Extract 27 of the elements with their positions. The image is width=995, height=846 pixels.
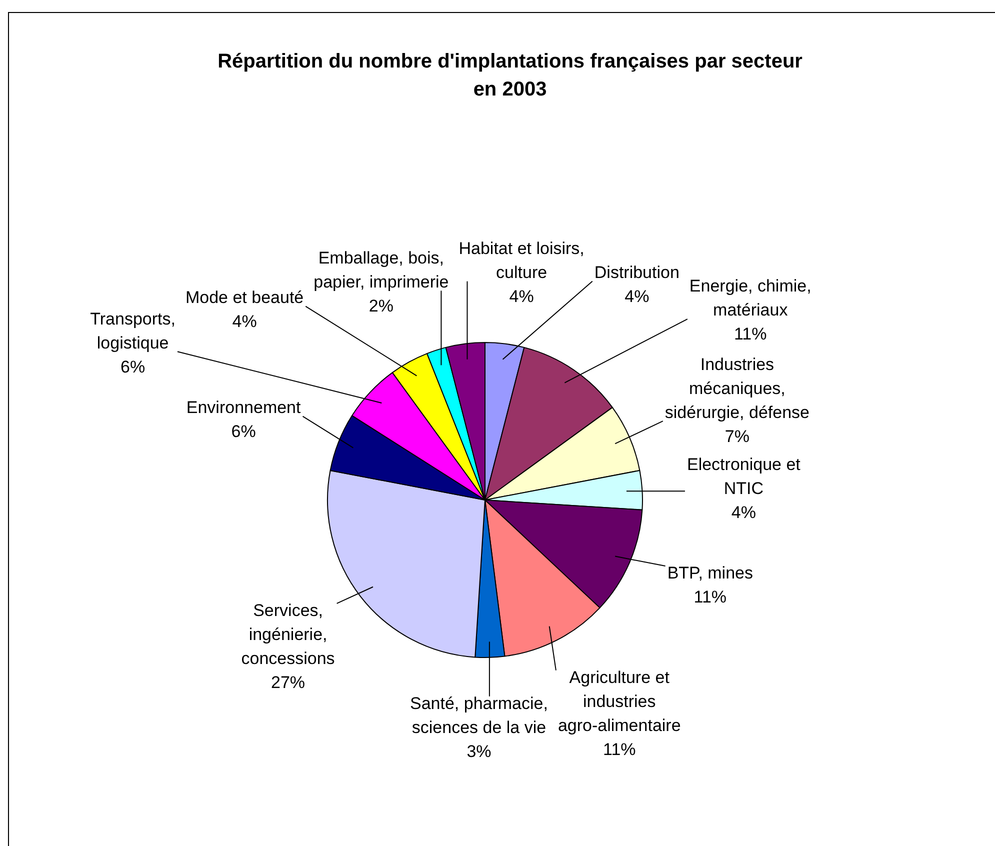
slice-label: BTP, mines (667, 564, 753, 583)
chart-title: Répartition du nombre d'implantations françaises par secteur en 2003 (218, 50, 803, 101)
slice-label: Distribution (594, 262, 680, 282)
slice-label: Industries mécaniques, sidérurgie, défense (664, 354, 810, 422)
data-label: 7% (724, 426, 750, 446)
slice-label: Habitat et loisirs, culture (458, 238, 584, 282)
data-label: 4% (509, 286, 534, 306)
data-label: 2% (368, 296, 394, 316)
data-label: 6% (120, 357, 146, 376)
slice-label: Energie, chimie, matériaux (689, 276, 812, 320)
slice-label: Electronique et NTIC (686, 454, 801, 498)
data-label: 27% (271, 673, 306, 692)
slice-label: Transports, logistique (90, 309, 176, 352)
data-label: 11% (734, 324, 767, 344)
data-label: 11% (694, 588, 727, 607)
data-label: 4% (232, 312, 257, 331)
data-label: 11% (602, 740, 636, 759)
slice-label: Services, ingénierie, concessions (241, 601, 335, 668)
slice-label: Emballage, bois, papier, imprimerie (314, 248, 449, 292)
data-label: 4% (731, 502, 756, 522)
slice-label: Agriculture et industries agro-alimentaire (558, 668, 681, 735)
slice-label: Environnement (186, 398, 302, 417)
data-label: 4% (624, 286, 650, 306)
data-label: 6% (231, 422, 256, 441)
data-label: 3% (466, 742, 492, 762)
slice-label: Santé, pharmacie, sciences de la vie (410, 694, 548, 738)
slice-label: Mode et beauté (185, 288, 304, 307)
